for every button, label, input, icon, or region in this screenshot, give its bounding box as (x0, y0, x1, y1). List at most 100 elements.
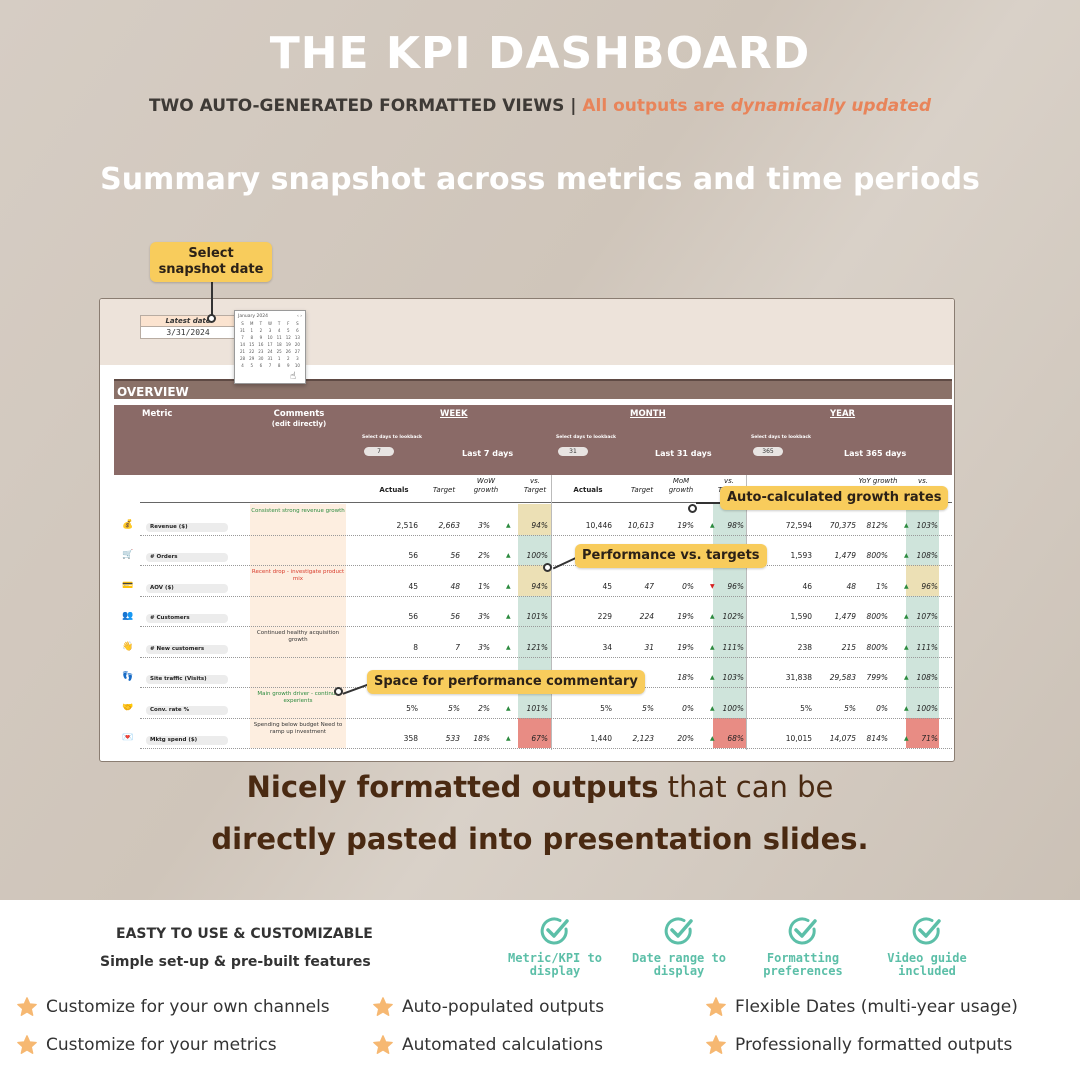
table-cell: 5% (800, 703, 812, 713)
bullet-item: Flexible Dates (multi-year usage) (705, 996, 1018, 1018)
year-lookback-input[interactable]: 365 (753, 447, 783, 456)
header-metric: Metric (142, 409, 173, 419)
star-icon (706, 1035, 726, 1054)
row-divider (140, 626, 952, 627)
calendar-day[interactable]: 4 (241, 363, 244, 368)
metric-label: # New customers (146, 644, 228, 654)
calendar-day[interactable]: 31 (240, 328, 246, 333)
table-cell: 1,479 (834, 551, 856, 560)
latest-date-value[interactable]: 3/31/2024 (166, 328, 210, 337)
calendar-day[interactable]: 10 (294, 363, 300, 368)
calendar-day[interactable]: 21 (240, 349, 246, 354)
calendar-day[interactable]: 20 (294, 342, 300, 347)
bullet-item: Auto-populated outputs (372, 996, 604, 1018)
calendar-day[interactable]: 8 (250, 335, 253, 340)
col-year-yoy: YoY growth (858, 477, 898, 486)
calendar-day[interactable]: 7 (268, 363, 272, 368)
calendar-day[interactable]: 31 (267, 356, 273, 361)
calendar-day[interactable]: 1 (277, 356, 281, 361)
date-picker-calendar[interactable]: January 2024 ‹ › S M T W T F S 31 1 2 3 4 5 6 7 8 9 10 11 12… (234, 310, 306, 384)
table-cell: 800% (866, 612, 888, 621)
calendar-day[interactable]: 19 (285, 342, 291, 347)
table-cell: 96% (921, 581, 938, 591)
calendar-nav-icon[interactable]: ‹ › (296, 314, 302, 319)
calendar-day[interactable]: 7 (241, 335, 244, 340)
bullet-item: Automated calculations (372, 1034, 603, 1056)
table-cell: 48 (846, 581, 856, 591)
table-cell: 94% (531, 520, 548, 530)
calendar-day[interactable]: 3 (268, 328, 272, 333)
month-lookback-input[interactable]: 31 (558, 447, 588, 456)
table-cell: 224 (639, 612, 654, 621)
calendar-day[interactable]: 18 (276, 342, 282, 347)
table-cell: 108% (916, 551, 938, 560)
calendar-day[interactable]: 1 (250, 328, 253, 333)
callout-dot (334, 687, 343, 696)
callout-connector (211, 278, 213, 316)
callout-auto-calculated-growth: Auto-calculated growth rates (720, 486, 949, 510)
metric-comment[interactable]: Consistent strong revenue growth (251, 508, 345, 514)
calendar-day[interactable]: 15 (249, 342, 255, 347)
col-month-mom-text: MoM growth (668, 477, 694, 494)
calendar-day[interactable]: 3 (296, 356, 299, 361)
check-circle-icon (788, 917, 817, 945)
calendar-day[interactable]: 24 (267, 349, 273, 354)
year-last-days: Last 365 days (844, 449, 907, 458)
calendar-day[interactable]: 23 (258, 349, 264, 354)
calendar-day[interactable]: 26 (285, 349, 291, 354)
calendar-grid[interactable]: S M T W T F S 31 1 2 3 4 5 6 7 8 9 10 11 12 13 14 15 16 17 18 19 20… (238, 321, 302, 368)
up-arrow-icon: ▲ (904, 704, 909, 712)
up-arrow-icon: ▲ (904, 613, 909, 620)
calendar-day[interactable]: 27 (294, 349, 300, 354)
star-icon (17, 1035, 37, 1054)
table-cell: 1,440 (590, 734, 612, 743)
up-arrow-icon: ▲ (904, 674, 909, 681)
vs-target-cell-bg (518, 626, 551, 657)
calendar-day[interactable]: 6 (259, 363, 263, 368)
metric-comment[interactable]: Recent drop - investigate product mix (251, 569, 345, 582)
calendar-day[interactable]: 12 (285, 335, 291, 340)
calendar-day[interactable]: 9 (259, 335, 263, 340)
calendar-day[interactable]: 5 (287, 328, 290, 333)
bullet-text: Professionally formatted outputs (735, 1035, 1013, 1055)
tagline-line-1: Nicely formatted outputs that can be (0, 770, 1080, 804)
week-lookback-input[interactable]: 7 (364, 447, 394, 456)
latest-date-cell[interactable]: Latest date 3/31/2024 (140, 315, 236, 339)
calendar-day[interactable]: 30 (258, 356, 264, 361)
metric-comment[interactable]: Main growth driver - continue experients (257, 691, 339, 704)
calendar-day[interactable]: 13 (294, 335, 300, 340)
table-cell: 56 (450, 612, 460, 621)
calendar-day[interactable]: 17 (267, 342, 273, 347)
calendar-day[interactable]: 25 (276, 349, 282, 354)
calendar-day[interactable]: 11 (276, 335, 282, 340)
table-cell: 56 (408, 551, 418, 560)
vs-target-cell-bg (906, 656, 939, 687)
callout-dot (207, 314, 216, 323)
table-cell: 10,613 (627, 520, 654, 530)
calendar-day[interactable]: 8 (277, 363, 281, 368)
calendar-day[interactable]: 14 (240, 342, 246, 347)
metric-comment[interactable]: Continued healthy acquisition growth (256, 630, 340, 643)
calendar-day[interactable]: 9 (287, 363, 290, 368)
calendar-day[interactable]: 29 (249, 356, 255, 361)
calendar-day[interactable]: 10 (267, 335, 273, 340)
table-cell: 238 (797, 642, 812, 652)
calendar-day[interactable]: 5 (250, 363, 253, 368)
metric-label: # Customers (146, 614, 228, 623)
vs-target-cell-bg (518, 504, 551, 535)
table-cell: 1% (876, 581, 888, 591)
calendar-day[interactable]: 2 (287, 356, 290, 361)
bullet-text: Flexible Dates (multi-year usage) (735, 997, 1018, 1017)
calendar-day[interactable]: 28 (240, 356, 246, 361)
calendar-day[interactable]: 6 (296, 328, 299, 333)
vs-target-cell-bg (906, 626, 939, 657)
vs-target-cell-bg (713, 656, 746, 687)
header-month: MONTH (630, 409, 666, 419)
calendar-day[interactable]: 2 (259, 328, 263, 333)
feature-label: Formatting preferences (763, 951, 843, 978)
calendar-day[interactable]: 22 (249, 349, 255, 354)
metric-comment[interactable]: Spending below budget Need to ramp up in… (253, 721, 343, 735)
calendar-day[interactable]: 4 (277, 328, 281, 333)
table-cell: 111% (722, 642, 744, 652)
calendar-day[interactable]: 16 (258, 342, 264, 347)
